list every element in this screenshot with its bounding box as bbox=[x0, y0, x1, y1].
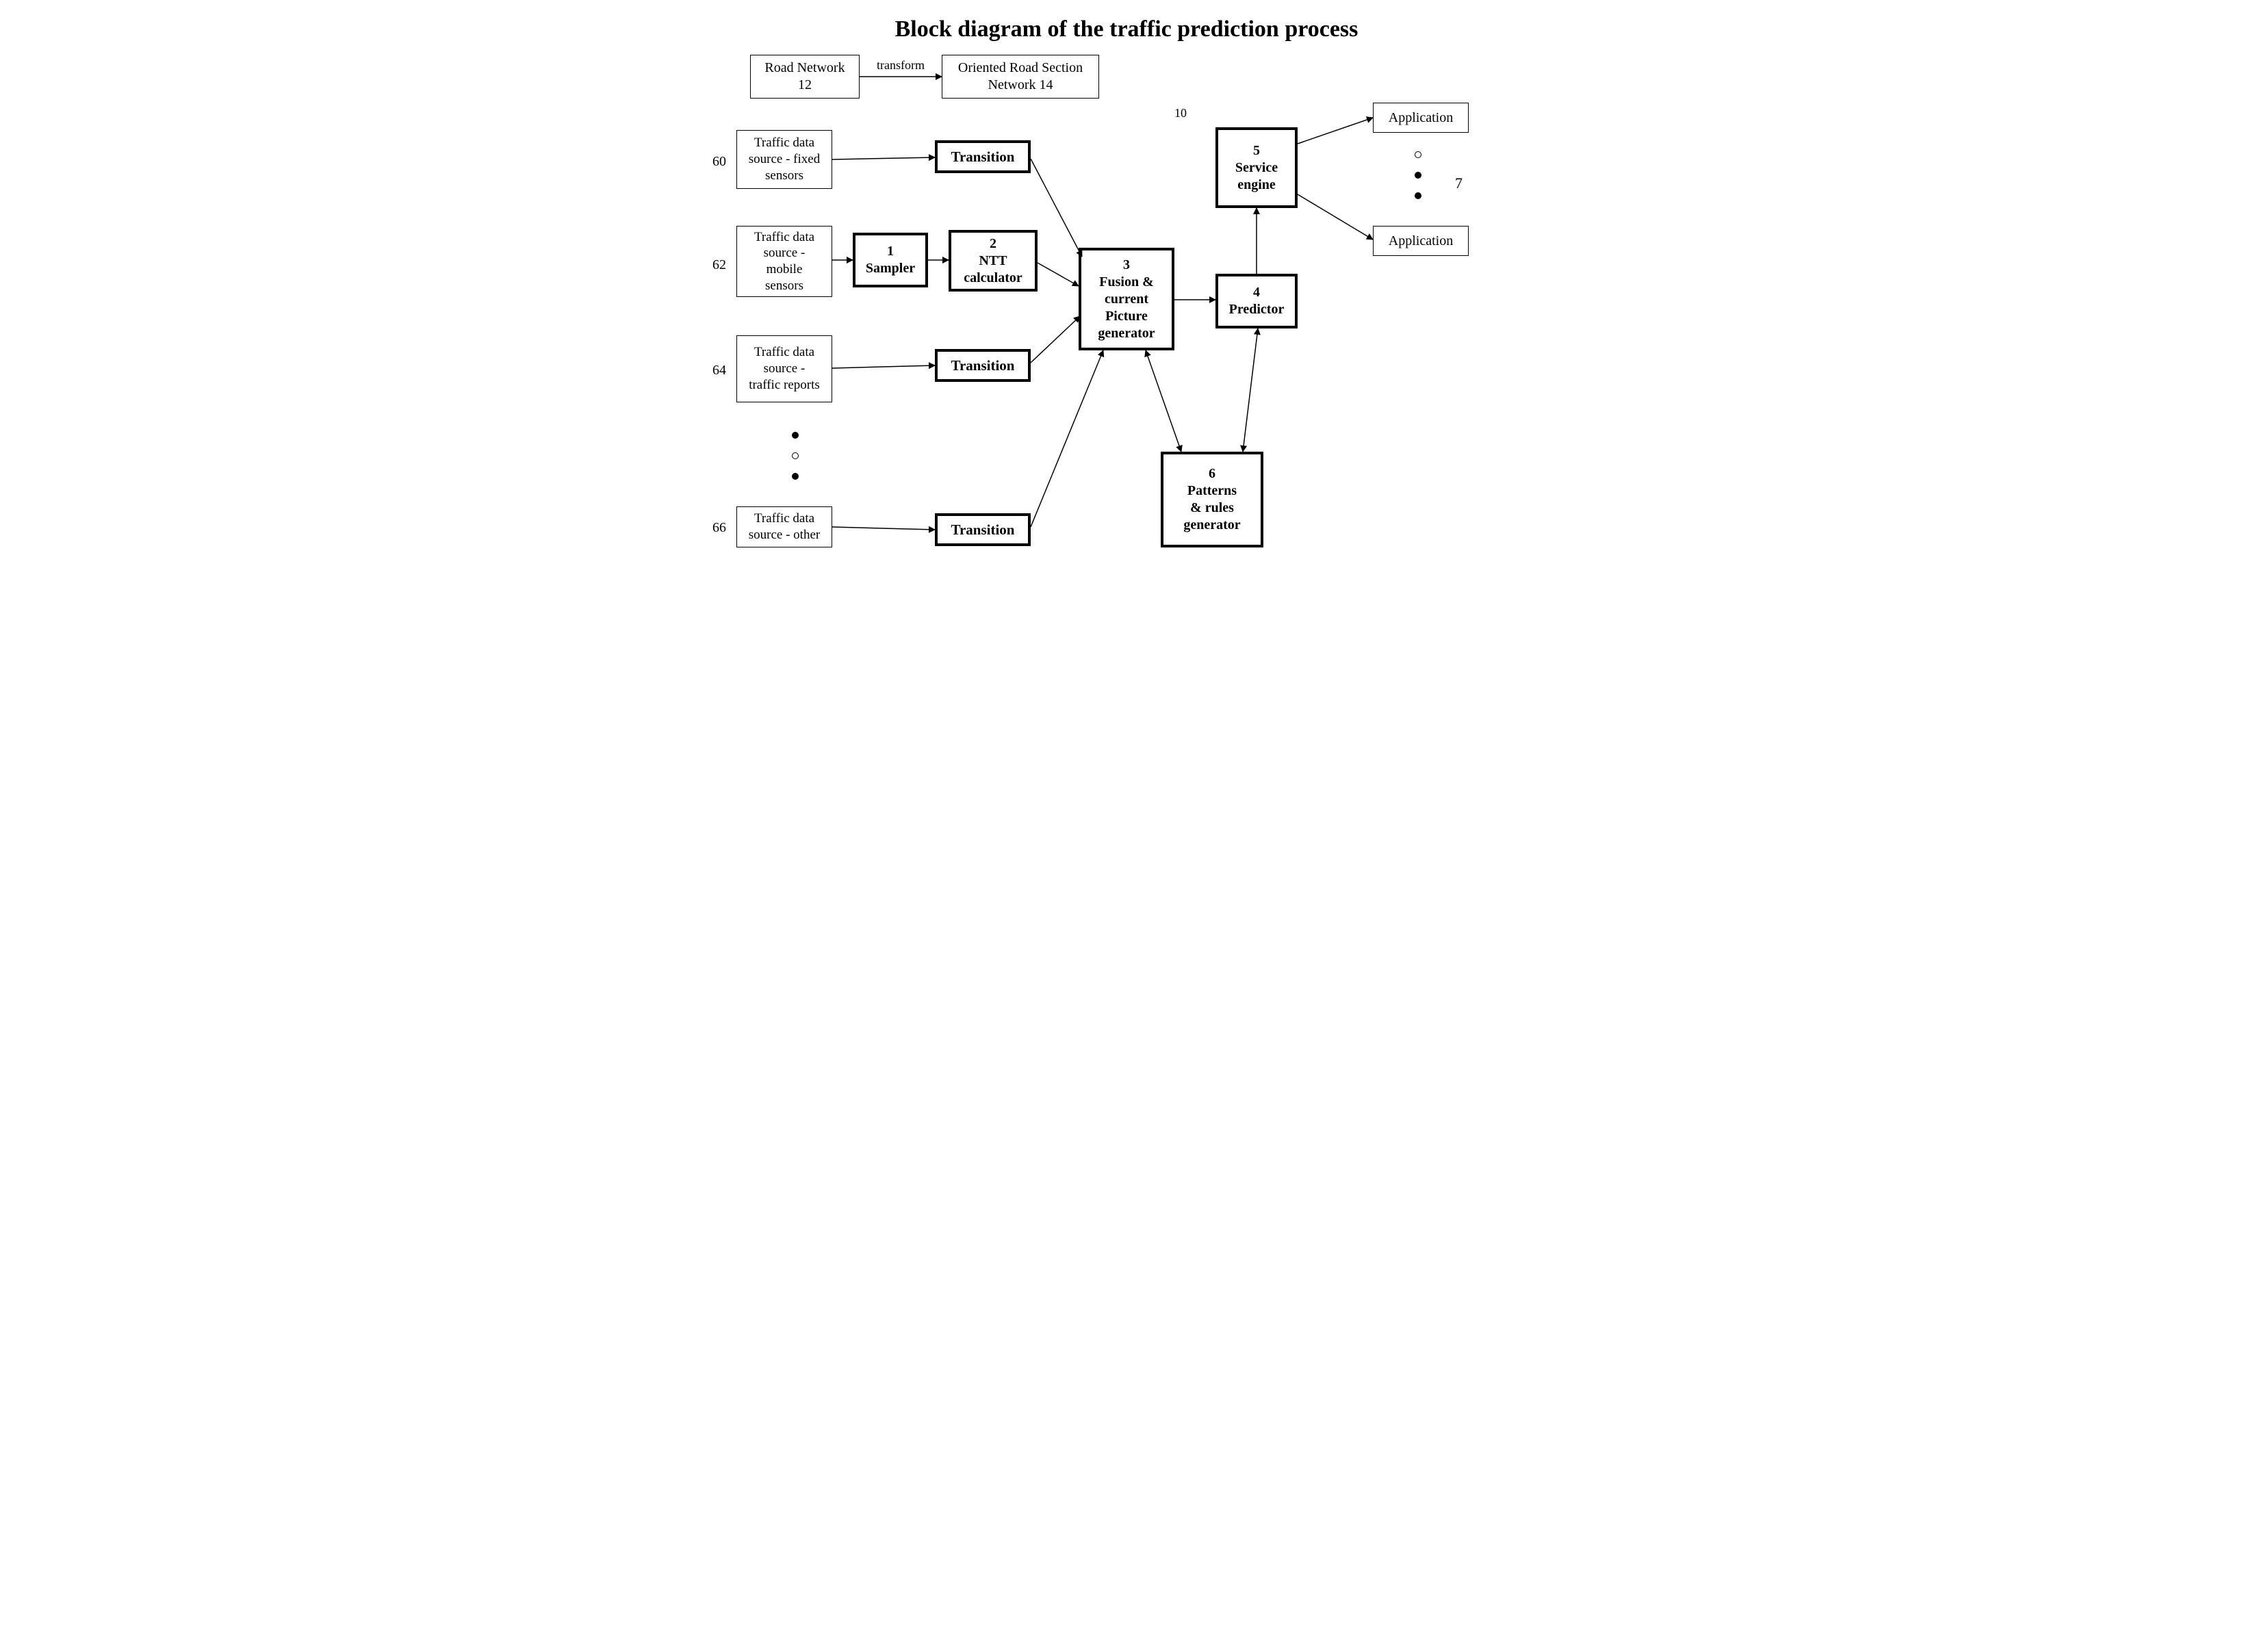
ellipsis-dot-icon bbox=[1415, 172, 1421, 179]
node-label: Transition bbox=[951, 357, 1015, 374]
node-label: 12 bbox=[798, 77, 812, 94]
ref-tag-64: 64 bbox=[712, 363, 726, 378]
node-label: Transition bbox=[951, 521, 1015, 539]
node-application-1: Application bbox=[1373, 103, 1469, 133]
node-label: Picture bbox=[1105, 308, 1148, 325]
node-fusion: 3 Fusion & current Picture generator bbox=[1079, 248, 1174, 350]
node-label: Fusion & bbox=[1099, 274, 1153, 291]
node-label: source - bbox=[764, 361, 806, 377]
node-label: sensors bbox=[765, 168, 803, 184]
node-number: 2 bbox=[990, 235, 996, 253]
node-label: source - fixed bbox=[749, 151, 820, 168]
node-source-reports: Traffic data source - traffic reports bbox=[736, 335, 832, 402]
diagram-stage: Block diagram of the traffic prediction … bbox=[688, 0, 1565, 643]
edge-service_to_app2 bbox=[1298, 194, 1373, 240]
node-label: Application bbox=[1389, 233, 1453, 250]
node-label: Traffic data bbox=[754, 344, 814, 361]
node-label: Traffic data bbox=[754, 511, 814, 527]
node-ors-network: Oriented Road Section Network 14 bbox=[942, 55, 1099, 99]
diagram-title: Block diagram of the traffic prediction … bbox=[688, 16, 1565, 42]
node-transition-2: Transition bbox=[935, 349, 1031, 382]
ellipsis-dot-icon bbox=[792, 452, 799, 459]
node-label: generator bbox=[1098, 325, 1155, 342]
node-number: 3 bbox=[1123, 257, 1130, 274]
node-label: current bbox=[1105, 291, 1148, 308]
node-label: Predictor bbox=[1229, 301, 1285, 318]
edge-ntt_to_fusion bbox=[1038, 263, 1079, 286]
node-label: Traffic data bbox=[754, 229, 814, 246]
edge-trans2_to_fusion bbox=[1031, 316, 1080, 363]
ellipsis-dot-icon bbox=[1415, 151, 1421, 158]
node-label: calculator bbox=[964, 270, 1022, 287]
node-label: source - other bbox=[749, 527, 820, 543]
node-label: Patterns bbox=[1187, 482, 1237, 500]
node-application-2: Application bbox=[1373, 226, 1469, 256]
node-label: sensors bbox=[765, 278, 803, 294]
node-label: Network 14 bbox=[988, 77, 1053, 94]
ellipsis-dot-icon bbox=[1415, 192, 1421, 199]
edge-other_to_trans3 bbox=[832, 527, 935, 530]
node-label: Oriented Road Section bbox=[958, 60, 1083, 77]
node-number: 5 bbox=[1253, 142, 1260, 159]
edge-fixed_to_trans1 bbox=[832, 157, 935, 159]
edge-trans1_to_fusion bbox=[1031, 159, 1082, 257]
ref-tag-66: 66 bbox=[712, 520, 726, 536]
node-source-mobile: Traffic data source - mobile sensors bbox=[736, 226, 832, 297]
node-label: mobile bbox=[767, 261, 803, 278]
ref-tag-7: 7 bbox=[1455, 175, 1463, 192]
node-number: 4 bbox=[1253, 284, 1260, 301]
node-label: engine bbox=[1237, 177, 1276, 194]
ref-tag-62: 62 bbox=[712, 257, 726, 273]
node-label: Transition bbox=[951, 148, 1015, 166]
node-predictor: 4 Predictor bbox=[1215, 274, 1298, 328]
node-ntt-calculator: 2 NTT calculator bbox=[949, 230, 1038, 292]
edge-pred_patterns bbox=[1243, 328, 1258, 452]
node-sampler: 1 Sampler bbox=[853, 233, 928, 287]
node-number: 6 bbox=[1209, 465, 1215, 482]
node-label: Application bbox=[1389, 109, 1453, 127]
edge-label-transform: transform bbox=[877, 58, 925, 73]
node-label: generator bbox=[1183, 517, 1240, 534]
ellipsis-dot-icon bbox=[792, 432, 799, 439]
edge-fusion_patterns bbox=[1146, 350, 1181, 452]
node-transition-3: Transition bbox=[935, 513, 1031, 546]
edge-service_to_app1 bbox=[1298, 118, 1373, 144]
node-source-other: Traffic data source - other bbox=[736, 506, 832, 547]
node-service-engine: 5 Service engine bbox=[1215, 127, 1298, 208]
node-label: NTT bbox=[979, 253, 1007, 270]
node-patterns-generator: 6 Patterns & rules generator bbox=[1161, 452, 1263, 547]
ellipsis-dot-icon bbox=[792, 473, 799, 480]
node-label: & rules bbox=[1190, 500, 1234, 517]
node-label: source - bbox=[764, 245, 806, 261]
node-road-network: Road Network 12 bbox=[750, 55, 860, 99]
edge-reports_to_trans2 bbox=[832, 365, 935, 368]
ref-tag-60: 60 bbox=[712, 154, 726, 170]
node-transition-1: Transition bbox=[935, 140, 1031, 173]
node-source-fixed: Traffic data source - fixed sensors bbox=[736, 130, 832, 189]
node-label: traffic reports bbox=[749, 377, 820, 393]
node-label: Road Network bbox=[764, 60, 845, 77]
ref-tag-10: 10 bbox=[1174, 106, 1187, 120]
edge-trans3_to_fusion bbox=[1031, 350, 1103, 527]
node-label: Traffic data bbox=[754, 135, 814, 151]
node-number: 1 bbox=[887, 243, 894, 260]
node-label: Service bbox=[1235, 159, 1278, 177]
node-label: Sampler bbox=[866, 260, 915, 277]
